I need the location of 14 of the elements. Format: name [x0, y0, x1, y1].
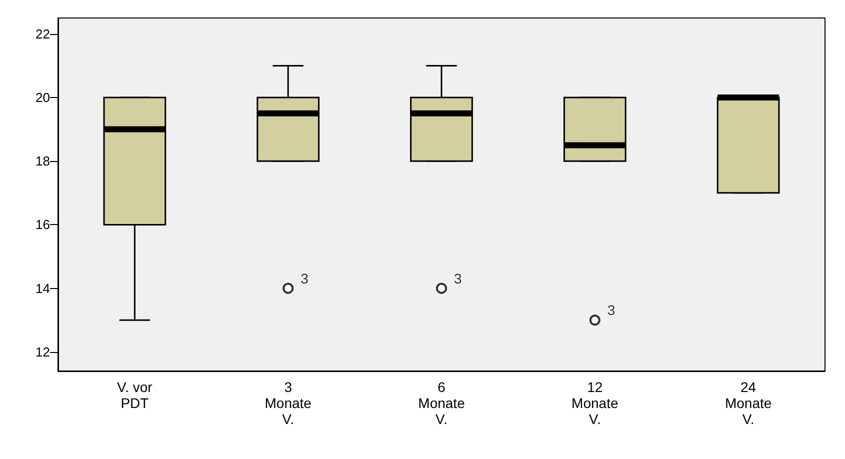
- annotation: 3: [454, 270, 462, 286]
- y-tick-label: 12: [36, 344, 50, 360]
- x-tick-label: 6 Monate V.: [418, 379, 466, 427]
- y-tick-label: 16: [36, 217, 50, 232]
- annotation: 3: [300, 270, 309, 286]
- y-tick-label: 20: [36, 90, 50, 106]
- annotation: 3: [607, 302, 616, 318]
- x-tick-label: 3 Monate V.: [264, 379, 312, 427]
- x-tick-label: 24 Monate V.: [724, 379, 772, 427]
- x-tick-label: 12 Monate V.: [572, 379, 618, 427]
- y-tick-label: 14: [36, 280, 50, 296]
- y-tick-label: 22: [36, 26, 50, 42]
- x-tick-label: V. vor PDT: [117, 379, 153, 411]
- y-tick-label: 18: [36, 154, 50, 169]
